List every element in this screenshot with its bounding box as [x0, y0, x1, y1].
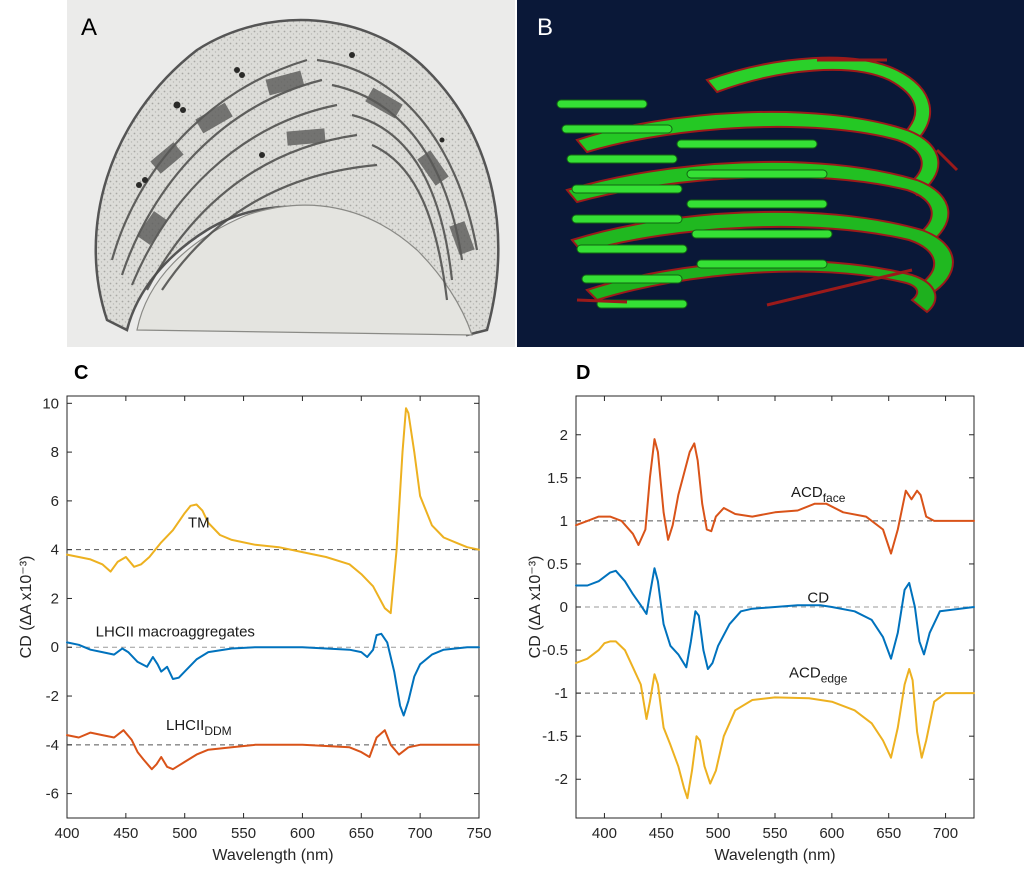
x-tick-label: 600: [819, 825, 844, 842]
y-axis-label: CD (ΔA x10⁻³): [18, 556, 35, 659]
x-tick-label: 450: [649, 825, 674, 842]
x-axis-label: Wavelength (nm): [714, 847, 835, 864]
annotation-text: TM: [188, 515, 210, 532]
y-tick-label: 6: [51, 493, 59, 510]
stacked-grana-discs: [556, 99, 833, 309]
series-line-blue: [66, 632, 480, 717]
y-tick-label: -2: [555, 771, 568, 788]
y-tick-label: 2: [51, 590, 59, 607]
cd-spectra-chart-d: D 400 450 500 550 600 650 700 -2 -1.5 -1 -0.5 0 0.5 1…: [512, 350, 1024, 873]
y-tick-label: 1: [560, 513, 568, 530]
x-tick-label: 400: [54, 825, 79, 842]
y-tick-label: -1.5: [542, 728, 568, 745]
series-line-orange: [575, 438, 975, 555]
series-line-yellow: [575, 640, 975, 800]
annotation-label: LHCIIDDM: [166, 717, 232, 738]
thylakoid-3d-model: B: [517, 0, 1024, 347]
annotation-text: LHCII macroaggregates: [96, 623, 255, 640]
cd-spectra-chart-c: C 400 450 500 550 600 650 700 750 -6 -4 -2 0 2 4 6 8 10 W…: [0, 350, 512, 873]
x-axis-label: Wavelength (nm): [212, 847, 333, 864]
x-tick-label: 400: [592, 825, 617, 842]
y-tick-label: 0: [560, 599, 568, 616]
annotation-text: ACD: [791, 484, 823, 501]
y-tick-label: 0: [51, 639, 59, 656]
x-tick-label: 600: [290, 825, 315, 842]
x-tick-label: 550: [762, 825, 787, 842]
series-line-yellow: [66, 407, 480, 615]
plot-frame: [66, 395, 480, 819]
panel-letter-b: B: [537, 14, 554, 41]
panel-letter-d: D: [576, 362, 591, 384]
annotation-text: LHCII: [166, 717, 204, 734]
annotation-label: TM: [188, 515, 210, 532]
y-tick-label: -0.5: [542, 642, 568, 659]
annotation-label: ACDface: [791, 484, 846, 505]
y-tick-label: -1: [555, 685, 568, 702]
x-tick-label: 450: [113, 825, 138, 842]
annotation-text: CD: [807, 590, 829, 607]
annotation-subscript: DDM: [204, 724, 231, 738]
panel-letter-c: C: [74, 362, 89, 384]
annotation-text: ACD: [789, 665, 821, 682]
x-tick-label: 550: [231, 825, 256, 842]
y-tick-label: -4: [46, 737, 59, 754]
chart-d-svg: 400 450 500 550 600 650 700 -2 -1.5 -1 -0.5 0 0.5 1 1.…: [527, 395, 975, 864]
series-line-blue: [575, 567, 975, 670]
y-tick-label: 4: [51, 542, 59, 559]
annotation-label: ACDedge: [789, 665, 848, 686]
chart-c-svg: 400 450 500 550 600 650 700 750 -6 -4 -2 0 2 4 6 8 10 Wav…: [18, 395, 492, 864]
y-tick-label: -2: [46, 688, 59, 705]
y-tick-label: 0.5: [547, 556, 568, 573]
x-tick-label: 650: [349, 825, 374, 842]
micrograph-graphic: [67, 0, 515, 347]
annotation-subscript: face: [823, 491, 846, 505]
series-line-orange: [66, 729, 480, 771]
x-tick-label: 500: [706, 825, 731, 842]
y-tick-label: 2: [560, 427, 568, 444]
annotation-subscript: edge: [821, 672, 848, 686]
annotation-label: CD: [807, 590, 829, 607]
y-tick-label: 1.5: [547, 470, 568, 487]
x-tick-label: 700: [933, 825, 958, 842]
x-tick-label: 500: [172, 825, 197, 842]
y-tick-label: 10: [42, 395, 59, 412]
chloroplast-micrograph: A: [67, 0, 515, 347]
y-tick-label: -6: [46, 786, 59, 803]
annotation-label: LHCII macroaggregates: [96, 623, 255, 640]
x-tick-label: 750: [466, 825, 491, 842]
x-tick-label: 700: [408, 825, 433, 842]
thylakoid-model-graphic: [517, 0, 1024, 347]
y-axis-label: CD (ΔA x10⁻³): [527, 556, 544, 659]
x-tick-label: 650: [876, 825, 901, 842]
panel-letter-a: A: [81, 14, 98, 41]
y-tick-label: 8: [51, 444, 59, 461]
